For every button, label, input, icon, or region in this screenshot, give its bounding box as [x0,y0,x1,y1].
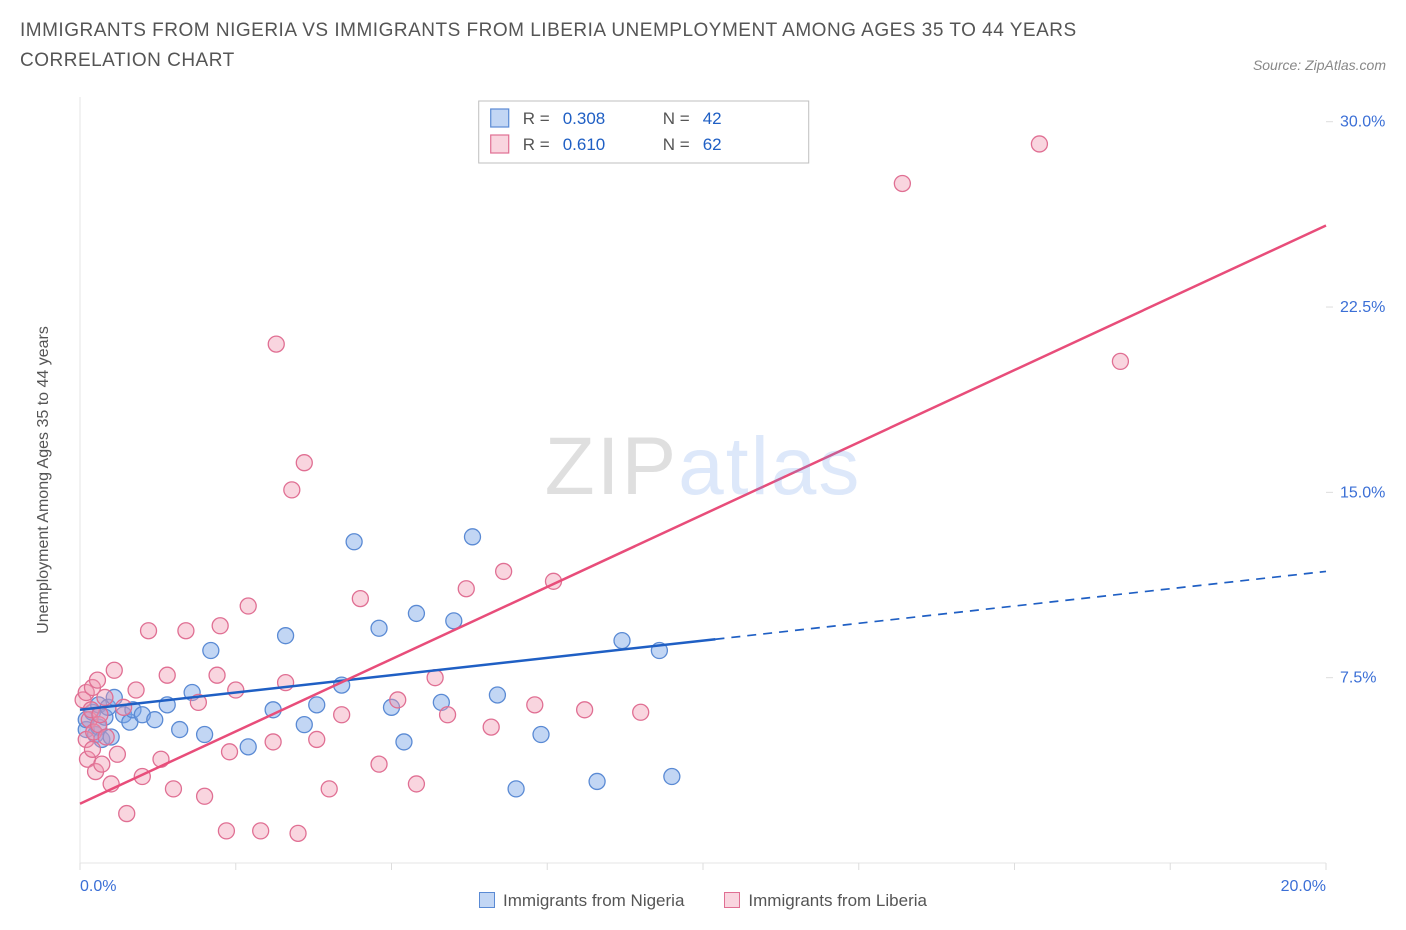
svg-text:0.0%: 0.0% [80,878,116,895]
svg-text:R =: R = [523,135,550,154]
svg-text:62: 62 [703,135,722,154]
svg-text:20.0%: 20.0% [1281,878,1326,895]
svg-text:15.0%: 15.0% [1340,484,1385,501]
svg-text:0.610: 0.610 [563,135,606,154]
chart-title: IMMIGRANTS FROM NIGERIA VS IMMIGRANTS FR… [20,16,1140,77]
svg-text:N =: N = [663,109,690,128]
header: IMMIGRANTS FROM NIGERIA VS IMMIGRANTS FR… [20,16,1386,77]
svg-text:R =: R = [523,109,550,128]
svg-text:Unemployment Among Ages 35 to: Unemployment Among Ages 35 to 44 years [35,326,52,634]
svg-text:N =: N = [663,135,690,154]
source-label: Source: ZipAtlas.com [1253,57,1386,77]
scatter-chart: 0.0% 20.0% 7.5% 15.0% 22.5% 30.0% Unemployment… [20,85,1386,915]
svg-text:22.5%: 22.5% [1340,299,1385,316]
svg-text:0.308: 0.308 [563,109,606,128]
svg-text:30.0%: 30.0% [1340,113,1385,130]
chart-container: 0.0% 20.0% 7.5% 15.0% 22.5% 30.0% Unemployment… [20,85,1386,915]
svg-text:7.5%: 7.5% [1340,669,1376,686]
svg-text:42: 42 [703,109,722,128]
